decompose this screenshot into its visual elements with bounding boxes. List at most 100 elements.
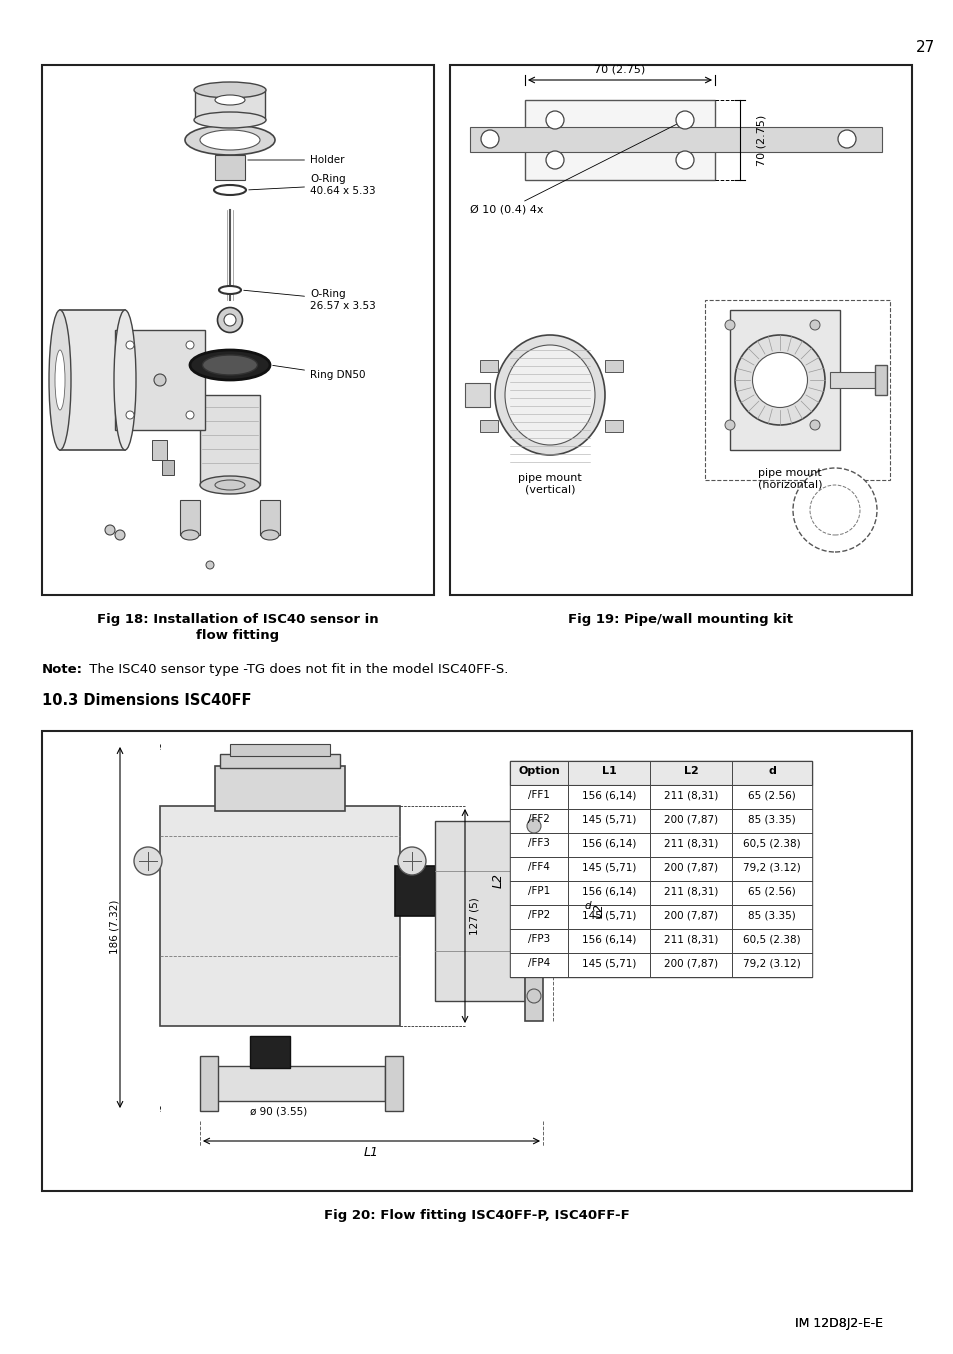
Text: 211 (8,31): 211 (8,31): [663, 838, 718, 848]
Circle shape: [115, 529, 125, 540]
Bar: [470, 127, 882, 152]
Bar: [464, 383, 490, 408]
Text: /FP3: /FP3: [527, 934, 550, 944]
Text: /FF1: /FF1: [528, 789, 549, 800]
Text: Ring DN50: Ring DN50: [273, 366, 365, 380]
Ellipse shape: [185, 125, 274, 154]
Ellipse shape: [55, 349, 65, 410]
Circle shape: [724, 320, 734, 330]
Bar: [220, 754, 339, 768]
Text: 127 (5): 127 (5): [470, 898, 479, 934]
Text: Option: Option: [517, 766, 559, 776]
Text: pipe mount
(vertical): pipe mount (vertical): [517, 473, 581, 494]
Bar: [874, 366, 886, 395]
Circle shape: [809, 320, 820, 330]
Text: L1: L1: [363, 1145, 378, 1159]
Circle shape: [186, 412, 193, 418]
Bar: [160, 806, 399, 1026]
Bar: [395, 867, 435, 917]
Circle shape: [809, 420, 820, 431]
Text: 65 (2.56): 65 (2.56): [747, 789, 795, 800]
Bar: [260, 500, 280, 535]
Bar: [194, 89, 265, 121]
Bar: [829, 372, 884, 389]
Text: 156 (6,14): 156 (6,14): [581, 789, 636, 800]
Bar: [510, 929, 811, 953]
Ellipse shape: [200, 477, 260, 494]
Text: 70 (2.75): 70 (2.75): [757, 114, 766, 165]
Ellipse shape: [193, 112, 266, 129]
Bar: [60, 310, 125, 450]
Bar: [230, 743, 330, 756]
Text: 145 (5,71): 145 (5,71): [581, 910, 636, 919]
Text: /FP4: /FP4: [527, 959, 550, 968]
Bar: [152, 440, 167, 460]
Bar: [200, 1056, 218, 1112]
Bar: [450, 65, 911, 594]
Circle shape: [397, 848, 426, 875]
Text: /FP1: /FP1: [527, 886, 550, 896]
Text: L2: L2: [491, 873, 504, 888]
Text: d: d: [584, 900, 591, 911]
Bar: [42, 731, 911, 1192]
Text: IM 12D8J2-E-E: IM 12D8J2-E-E: [794, 1317, 882, 1330]
Bar: [510, 761, 811, 978]
Text: 200 (7,87): 200 (7,87): [663, 814, 718, 825]
Text: 211 (8,31): 211 (8,31): [663, 934, 718, 944]
Text: Note:: Note:: [42, 663, 83, 676]
Ellipse shape: [217, 307, 242, 333]
Ellipse shape: [214, 481, 245, 490]
Circle shape: [792, 468, 876, 552]
Text: 200 (7,87): 200 (7,87): [663, 910, 718, 919]
Bar: [385, 1056, 402, 1112]
Text: O-Ring
26.57 x 3.53: O-Ring 26.57 x 3.53: [244, 290, 375, 311]
Text: Holder: Holder: [248, 154, 344, 165]
Bar: [729, 310, 840, 450]
Bar: [214, 766, 345, 811]
Text: 85 (3.35): 85 (3.35): [747, 814, 795, 825]
Ellipse shape: [181, 529, 199, 540]
Text: ø 90 (3.55): ø 90 (3.55): [250, 1106, 307, 1116]
Circle shape: [676, 152, 693, 169]
Text: 60,5 (2.38): 60,5 (2.38): [742, 934, 800, 944]
Ellipse shape: [113, 310, 136, 450]
Bar: [250, 1036, 290, 1068]
Text: /FF3: /FF3: [528, 838, 549, 848]
Bar: [479, 360, 497, 372]
Text: 145 (5,71): 145 (5,71): [581, 814, 636, 825]
Circle shape: [153, 374, 166, 386]
Bar: [524, 100, 714, 180]
Bar: [510, 881, 811, 904]
Circle shape: [809, 485, 859, 535]
Circle shape: [526, 988, 540, 1003]
Bar: [524, 802, 542, 1021]
Ellipse shape: [202, 355, 257, 375]
Circle shape: [126, 341, 133, 349]
Text: 186 (7.32): 186 (7.32): [110, 900, 120, 955]
Bar: [510, 857, 811, 881]
Text: 200 (7,87): 200 (7,87): [663, 862, 718, 872]
Text: 211 (8,31): 211 (8,31): [663, 789, 718, 800]
Text: pipe mount
(horizontal): pipe mount (horizontal): [757, 468, 821, 490]
Text: L1: L1: [601, 766, 616, 776]
Circle shape: [126, 412, 133, 418]
Text: d: d: [767, 766, 775, 776]
Text: 79,2 (3.12): 79,2 (3.12): [742, 862, 800, 872]
Text: O-Ring
40.64 x 5.33: O-Ring 40.64 x 5.33: [249, 175, 375, 196]
Circle shape: [545, 111, 563, 129]
Ellipse shape: [504, 345, 595, 445]
Bar: [510, 833, 811, 857]
Bar: [510, 785, 811, 808]
Bar: [435, 821, 524, 1001]
Circle shape: [526, 819, 540, 833]
Text: L2: L2: [593, 903, 605, 918]
Circle shape: [133, 848, 162, 875]
Bar: [479, 420, 497, 432]
Bar: [510, 904, 811, 929]
Bar: [180, 500, 200, 535]
Ellipse shape: [190, 349, 270, 380]
Ellipse shape: [214, 95, 245, 106]
Text: flow fitting: flow fitting: [196, 630, 279, 642]
Circle shape: [480, 130, 498, 148]
Ellipse shape: [219, 286, 241, 294]
